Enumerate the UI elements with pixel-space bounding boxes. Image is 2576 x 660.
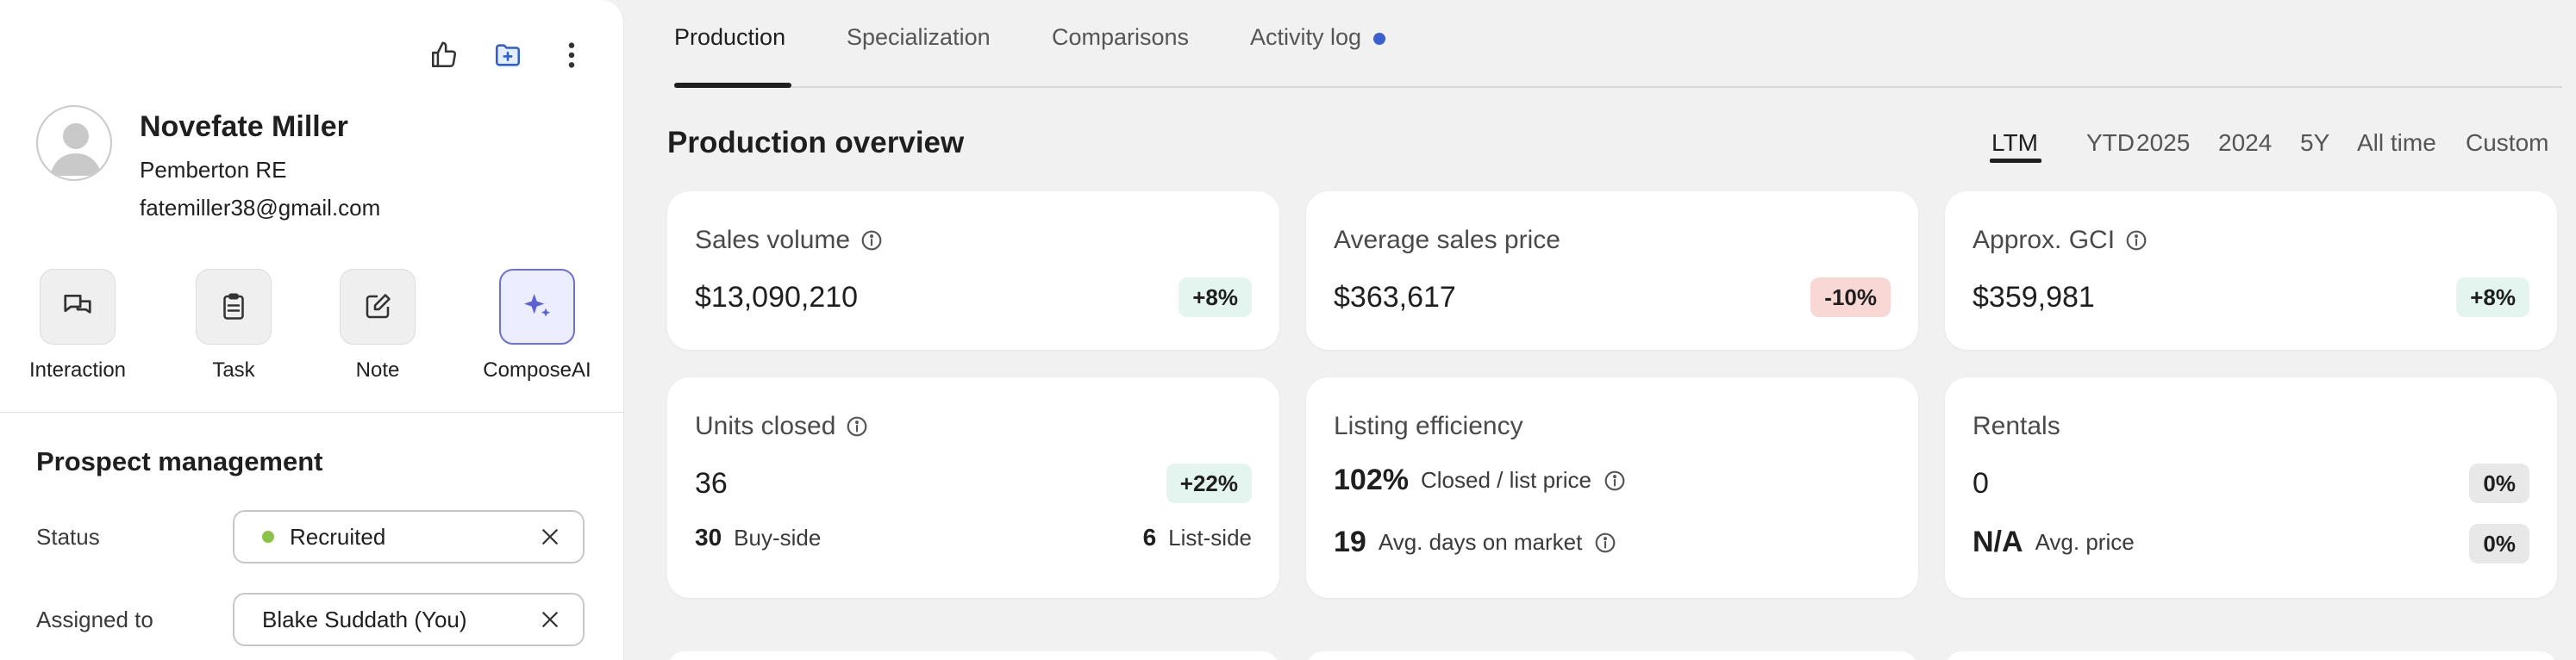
average-sales-price-value: $363,617 xyxy=(1334,281,1456,314)
avatar xyxy=(36,105,112,181)
more-vertical-icon[interactable] xyxy=(554,38,589,72)
range-2025[interactable]: 2025 xyxy=(2136,129,2191,156)
tab-production[interactable]: Production xyxy=(674,24,786,50)
days-on-market-value: 19 xyxy=(1334,526,1366,558)
sparkle-icon[interactable] xyxy=(499,269,575,345)
buy-side-count: 30 xyxy=(695,524,722,551)
status-label: Status xyxy=(36,524,100,550)
rentals-avg-price-stat: N/A Avg. price xyxy=(1973,526,2135,559)
task-label: Task xyxy=(212,358,255,382)
rentals-value: 0 xyxy=(1973,467,1989,500)
task-action[interactable]: Task xyxy=(156,269,311,383)
clipboard-icon[interactable] xyxy=(196,269,272,345)
contact-sidebar: Novefate Miller Pemberton RE fatemiller3… xyxy=(0,0,624,660)
range-ytd[interactable]: YTD xyxy=(2086,129,2135,156)
next-card-row xyxy=(1306,651,1918,660)
contact-name: Novefate Miller xyxy=(140,110,348,143)
rentals-avg-price-label: Avg. price xyxy=(2035,529,2135,555)
sales-volume-title: Sales volume xyxy=(695,226,883,255)
prospect-management-title: Prospect management xyxy=(36,446,323,476)
assigned-label: Assigned to xyxy=(36,607,153,632)
approx-gci-card: Approx. GCI $359,981 +8% xyxy=(1945,191,2557,350)
info-icon[interactable] xyxy=(1594,532,1616,554)
sidebar-actions xyxy=(427,38,589,72)
range-ltm[interactable]: LTM xyxy=(1991,129,2038,156)
sales-volume-value: $13,090,210 xyxy=(695,281,859,314)
production-overview-title: Production overview xyxy=(667,126,965,159)
buy-side-label: Buy-side xyxy=(734,524,822,551)
composeai-action[interactable]: ComposeAI xyxy=(460,269,615,383)
tab-specialization[interactable]: Specialization xyxy=(847,24,991,50)
sidebar-divider xyxy=(0,412,624,413)
list-side-count: 6 xyxy=(1142,524,1157,551)
range-all-time[interactable]: All time xyxy=(2357,129,2436,156)
units-closed-change-badge: +22% xyxy=(1166,464,1252,503)
interaction-label: Interaction xyxy=(28,358,127,382)
range-custom[interactable]: Custom xyxy=(2466,129,2549,156)
rentals-avg-price-change-badge: 0% xyxy=(2469,524,2529,563)
close-icon[interactable] xyxy=(538,607,562,632)
listing-efficiency-card: Listing efficiency 102% Closed / list pr… xyxy=(1306,377,1918,598)
composeai-label: ComposeAI xyxy=(483,358,591,382)
close-icon[interactable] xyxy=(538,525,562,549)
sales-volume-label: Sales volume xyxy=(695,226,851,254)
status-dot xyxy=(262,531,274,543)
info-icon[interactable] xyxy=(860,229,883,252)
days-on-market-stat: 19 Avg. days on market xyxy=(1334,526,1616,559)
interaction-action[interactable]: Interaction xyxy=(0,269,155,383)
active-tab-indicator xyxy=(674,83,791,88)
units-closed-card: Units closed 36 +22% 30 Buy-side 6 List-… xyxy=(667,377,1279,598)
closed-list-value: 102% xyxy=(1334,464,1409,496)
approx-gci-label: Approx. GCI xyxy=(1973,226,2116,254)
approx-gci-title: Approx. GCI xyxy=(1973,226,2148,255)
info-icon[interactable] xyxy=(2125,229,2148,252)
note-action[interactable]: Note xyxy=(300,269,455,383)
tab-activity-log-label: Activity log xyxy=(1250,24,1362,50)
approx-gci-value: $359,981 xyxy=(1973,281,2095,314)
thumbs-up-icon[interactable] xyxy=(427,38,461,72)
info-icon[interactable] xyxy=(846,415,868,438)
status-chip[interactable]: Recruited xyxy=(233,510,585,563)
contact-company: Pemberton RE xyxy=(140,157,287,183)
sales-volume-change-badge: +8% xyxy=(1179,277,1252,317)
contact-email[interactable]: fatemiller38@gmail.com xyxy=(140,195,381,221)
active-range-indicator xyxy=(1990,159,2041,163)
assigned-chip[interactable]: Blake Suddath (You) xyxy=(233,593,585,646)
sales-volume-card: Sales volume $13,090,210 +8% xyxy=(667,191,1279,350)
rentals-change-badge: 0% xyxy=(2469,464,2529,503)
assigned-value: Blake Suddath (You) xyxy=(262,606,467,632)
listing-efficiency-title: Listing efficiency xyxy=(1334,412,1523,440)
range-2024[interactable]: 2024 xyxy=(2218,129,2273,156)
tab-comparisons[interactable]: Comparisons xyxy=(1052,24,1190,50)
folder-add-icon[interactable] xyxy=(491,38,525,72)
closed-list-stat: 102% Closed / list price xyxy=(1334,464,1626,497)
list-side-stat: 6 List-side xyxy=(1143,524,1252,551)
closed-list-label: Closed / list price xyxy=(1420,467,1591,493)
info-icon[interactable] xyxy=(1604,470,1626,492)
range-5y[interactable]: 5Y xyxy=(2300,129,2330,156)
average-sales-price-card: Average sales price $363,617 -10% xyxy=(1306,191,1918,350)
list-side-label: List-side xyxy=(1168,524,1252,551)
units-closed-title: Units closed xyxy=(695,412,868,441)
tab-activity-log[interactable]: Activity log xyxy=(1250,24,1386,51)
tab-bar xyxy=(674,0,2562,88)
rentals-avg-price-value: N/A xyxy=(1973,526,2023,558)
chat-icon[interactable] xyxy=(40,269,116,345)
next-card-row xyxy=(667,651,1279,660)
notification-dot xyxy=(1373,32,1386,45)
approx-gci-change-badge: +8% xyxy=(2456,277,2529,317)
rentals-card: Rentals 0 0% N/A Avg. price 0% xyxy=(1945,377,2557,598)
average-sales-price-change-badge: -10% xyxy=(1810,277,1891,317)
days-on-market-label: Avg. days on market xyxy=(1378,529,1583,555)
buy-side-stat: 30 Buy-side xyxy=(695,524,821,551)
status-value: Recruited xyxy=(290,523,386,550)
note-label: Note xyxy=(355,358,400,382)
rentals-title: Rentals xyxy=(1973,412,2060,440)
average-sales-price-title: Average sales price xyxy=(1334,226,1560,254)
units-closed-value: 36 xyxy=(695,467,728,500)
units-closed-label: Units closed xyxy=(695,412,836,440)
next-card-row xyxy=(1945,651,2557,660)
edit-note-icon[interactable] xyxy=(340,269,416,345)
